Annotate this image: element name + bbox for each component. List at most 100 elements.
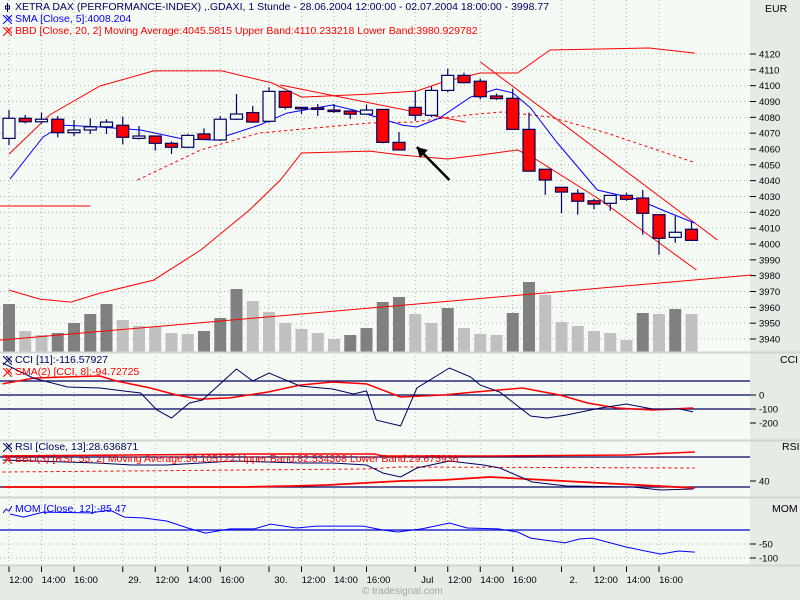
- volume-bar: [555, 322, 568, 352]
- chart-title: XETRA DAX (PERFORMANCE-INDEX) ,.GDAXI, 1…: [15, 1, 550, 13]
- cci-sma-legend[interactable]: SMA(2) [CCI, 8]:-94.72725: [3, 366, 139, 378]
- candle-up[interactable]: [99, 121, 114, 128]
- x-axis-label: 12:00: [594, 575, 618, 586]
- candle-down[interactable]: [489, 95, 504, 100]
- candle-up[interactable]: [83, 126, 97, 131]
- volume-bar: [360, 328, 373, 352]
- candle-up[interactable]: [603, 194, 617, 204]
- candle-down[interactable]: [311, 107, 325, 111]
- bbd-legend[interactable]: BBD [Close, 20, 2] Moving Average:4045.5…: [3, 25, 478, 37]
- volume-bar: [490, 335, 503, 352]
- candle-up[interactable]: [441, 74, 455, 92]
- candle-down[interactable]: [684, 228, 699, 241]
- candle-up[interactable]: [229, 113, 244, 120]
- candle-down[interactable]: [246, 111, 260, 123]
- candle-down[interactable]: [619, 194, 634, 200]
- line-indicator-icon: [3, 505, 12, 513]
- cci-line: [2, 362, 694, 427]
- candle-down[interactable]: [116, 124, 130, 138]
- rsi-line: [2, 459, 694, 491]
- candle-down[interactable]: [392, 141, 406, 151]
- candle-down[interactable]: [538, 168, 552, 181]
- volume-bar: [376, 302, 389, 352]
- candle-down[interactable]: [571, 192, 585, 202]
- indicator-icon: [3, 442, 12, 452]
- candle-up[interactable]: [2, 117, 16, 139]
- candle-down[interactable]: [148, 135, 162, 144]
- volume-bar: [523, 282, 535, 352]
- volume-bar: [181, 334, 194, 352]
- x-axis-label: 16:00: [367, 575, 391, 586]
- x-axis-label: 30.: [274, 575, 287, 586]
- volume-bar: [571, 326, 584, 352]
- rsi-legend[interactable]: RSI [Close, 13]:28.636871: [3, 441, 138, 453]
- x-axis-label: 16:00: [513, 575, 537, 586]
- volume-bar: [539, 295, 552, 352]
- price-axis-label: 3980: [759, 271, 780, 282]
- cci-legend[interactable]: CCI [11]:-116.57927: [3, 354, 108, 366]
- candle-down[interactable]: [18, 117, 32, 123]
- volume-bar: [393, 297, 405, 352]
- candle-down[interactable]: [554, 186, 569, 193]
- x-axis-label: 14:00: [480, 575, 504, 586]
- candle-up[interactable]: [424, 89, 439, 116]
- candle-down[interactable]: [51, 118, 65, 134]
- volume-bar: [604, 333, 617, 352]
- candle-up[interactable]: [67, 129, 81, 134]
- candle-down[interactable]: [506, 97, 520, 130]
- price-axis-label: 3990: [759, 255, 780, 266]
- rsi-bbd-legend[interactable]: BBD(3) [RSI, 55, 2] Moving Average:56.10…: [3, 453, 458, 465]
- price-axis-label: 4070: [759, 129, 780, 140]
- candle-down[interactable]: [278, 90, 292, 108]
- candle-up[interactable]: [668, 231, 682, 238]
- volume-bar: [458, 328, 470, 352]
- candle-down[interactable]: [457, 74, 471, 84]
- title-row: XETRA DAX (PERFORMANCE-INDEX) ,.GDAXI, 1…: [3, 1, 549, 13]
- candle-up[interactable]: [359, 109, 374, 115]
- candle-down[interactable]: [587, 200, 601, 205]
- candle-down[interactable]: [327, 109, 341, 113]
- candle-down[interactable]: [408, 106, 422, 116]
- volume-bar: [100, 304, 113, 352]
- volume-bar: [116, 320, 129, 352]
- volume-bar: [620, 340, 633, 352]
- candle-down[interactable]: [473, 80, 487, 98]
- candle-down[interactable]: [636, 197, 650, 214]
- volume-bar: [165, 333, 178, 352]
- candle-down[interactable]: [652, 214, 666, 239]
- volume-bar: [149, 327, 162, 352]
- volume-bar: [51, 333, 64, 352]
- volume-bar: [506, 313, 519, 352]
- price-axis-label: 3950: [759, 319, 780, 330]
- candle-down[interactable]: [197, 133, 211, 140]
- candle-up[interactable]: [34, 118, 49, 123]
- volume-bar: [474, 334, 487, 352]
- cci-legend-label: CCI [11]:-116.57927: [15, 354, 109, 366]
- watermark: © tradesignal.com: [362, 586, 443, 597]
- candle-down[interactable]: [164, 142, 179, 148]
- indicator-icon: [3, 14, 12, 24]
- candle-up[interactable]: [213, 118, 227, 141]
- candle-up[interactable]: [262, 90, 276, 122]
- bollinger-middle-band: [137, 111, 694, 181]
- sma-legend[interactable]: SMA [Close, 5]:4008.204: [3, 13, 131, 25]
- volume-bar: [19, 331, 32, 352]
- price-axis-label: 4010: [759, 224, 780, 235]
- mom-legend-label: MOM [Close, 12]:-85.47: [15, 503, 127, 515]
- volume-bar: [409, 314, 422, 352]
- candle-down[interactable]: [376, 108, 390, 143]
- x-axis-label: 12:00: [448, 575, 472, 586]
- mom-legend[interactable]: MOM [Close, 12]:-85.47: [3, 503, 126, 515]
- volume-bar: [653, 314, 665, 352]
- candle-up[interactable]: [181, 134, 195, 148]
- candle-down[interactable]: [522, 128, 536, 172]
- candle-up[interactable]: [132, 135, 146, 139]
- candle-down[interactable]: [343, 110, 357, 115]
- trendline: [479, 61, 718, 241]
- price-axis-label: 4080: [759, 113, 780, 124]
- x-axis-label: 12:00: [302, 575, 326, 586]
- price-axis-label: 3940: [759, 334, 780, 345]
- candle-down[interactable]: [294, 106, 309, 110]
